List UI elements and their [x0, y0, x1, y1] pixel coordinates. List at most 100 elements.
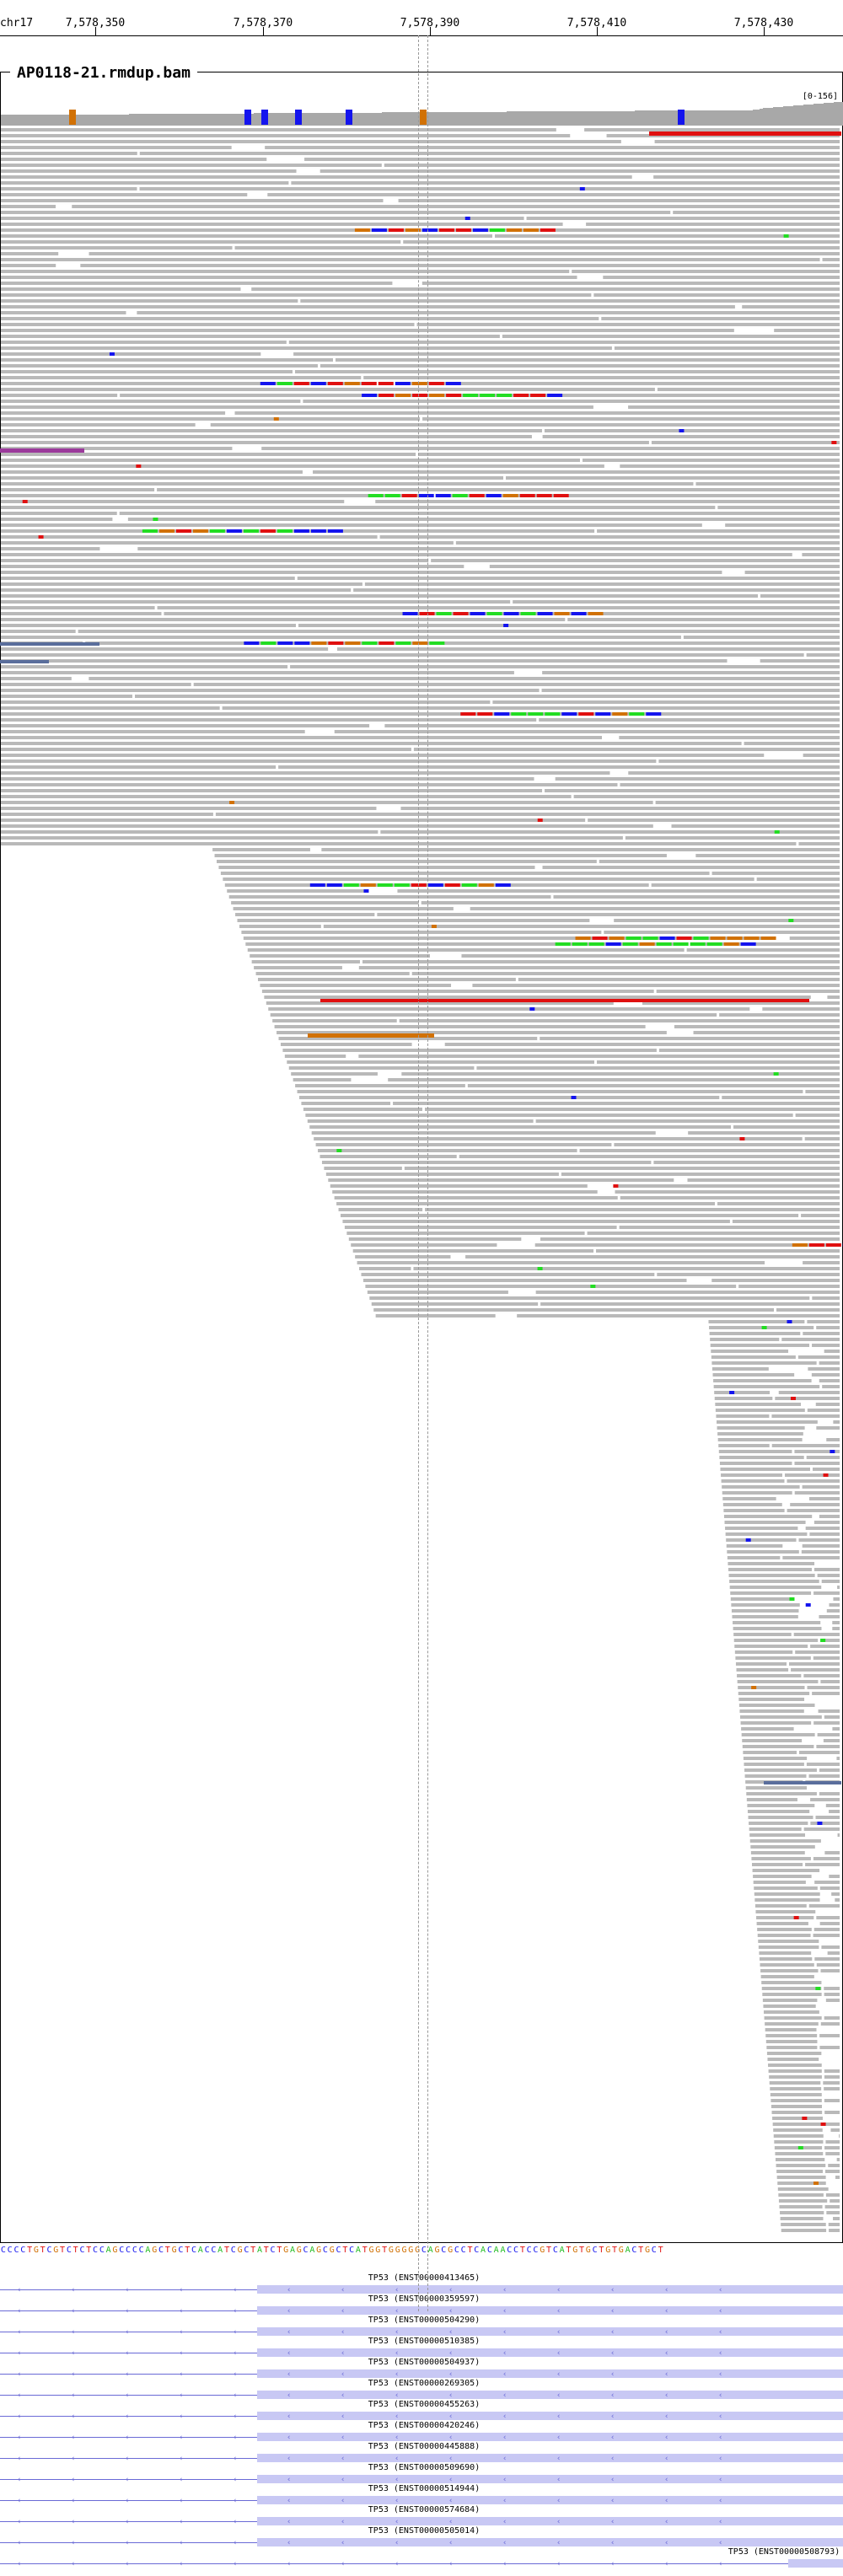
- read[interactable]: [716, 1409, 805, 1412]
- read[interactable]: [820, 1922, 840, 1925]
- soft-clip-segment[interactable]: [446, 394, 461, 397]
- read[interactable]: [328, 1178, 674, 1182]
- read[interactable]: [695, 482, 840, 486]
- coverage-bar[interactable]: [31, 115, 35, 126]
- read[interactable]: [818, 1574, 840, 1577]
- read[interactable]: [720, 1462, 792, 1465]
- coverage-bar[interactable]: [763, 108, 766, 126]
- read[interactable]: [596, 1249, 840, 1253]
- read[interactable]: [293, 352, 840, 356]
- read[interactable]: [735, 1650, 792, 1654]
- soft-clip-segment[interactable]: [311, 529, 326, 533]
- soft-clip-segment[interactable]: [728, 936, 743, 940]
- soft-clip-segment[interactable]: [576, 936, 591, 940]
- coverage-bar[interactable]: [561, 111, 564, 126]
- read[interactable]: [300, 299, 840, 303]
- coverage-bar[interactable]: [827, 103, 830, 126]
- coverage-bar[interactable]: [314, 113, 318, 126]
- read[interactable]: [346, 1232, 584, 1235]
- read[interactable]: [399, 199, 840, 202]
- read[interactable]: [298, 577, 840, 580]
- read[interactable]: [1, 783, 617, 786]
- read[interactable]: [1, 789, 542, 792]
- coverage-bar[interactable]: [813, 104, 817, 126]
- read[interactable]: [540, 1302, 840, 1306]
- coverage-bar[interactable]: [41, 115, 45, 126]
- read[interactable]: [215, 854, 667, 857]
- coverage-bar[interactable]: [362, 113, 365, 126]
- read[interactable]: [816, 1916, 840, 1919]
- read[interactable]: [749, 1816, 813, 1819]
- read[interactable]: [345, 1226, 617, 1229]
- read[interactable]: [723, 1503, 782, 1506]
- read[interactable]: [805, 1863, 840, 1866]
- read[interactable]: [755, 1910, 815, 1913]
- soft-clip-segment[interactable]: [589, 942, 604, 946]
- read[interactable]: [734, 1639, 818, 1642]
- read[interactable]: [813, 1591, 840, 1595]
- coverage-bar[interactable]: [439, 112, 443, 126]
- soft-clip-segment[interactable]: [345, 641, 360, 645]
- read[interactable]: [363, 376, 840, 379]
- coverage-bar[interactable]: [793, 105, 797, 126]
- soft-clip-segment[interactable]: [389, 228, 404, 232]
- read[interactable]: [1, 612, 161, 615]
- read[interactable]: [403, 240, 840, 244]
- mismatch[interactable]: [762, 1326, 767, 1329]
- read[interactable]: [252, 960, 360, 963]
- read[interactable]: [375, 500, 840, 503]
- read[interactable]: [748, 1810, 809, 1813]
- read[interactable]: [291, 181, 840, 185]
- read[interactable]: [717, 1432, 803, 1436]
- read[interactable]: [584, 128, 840, 131]
- read[interactable]: [722, 1497, 776, 1500]
- soft-clip-segment[interactable]: [530, 394, 545, 397]
- read[interactable]: [320, 1155, 457, 1158]
- read[interactable]: [212, 848, 310, 851]
- read[interactable]: [749, 1822, 808, 1825]
- coverage-bar[interactable]: [395, 112, 399, 126]
- read[interactable]: [770, 2081, 821, 2085]
- read[interactable]: [750, 1845, 814, 1849]
- read[interactable]: [812, 1373, 840, 1377]
- read[interactable]: [308, 1033, 434, 1038]
- soft-clip-segment[interactable]: [470, 494, 485, 497]
- soft-clip-segment[interactable]: [520, 494, 535, 497]
- read[interactable]: [653, 1161, 840, 1164]
- read[interactable]: [808, 1774, 840, 1778]
- read[interactable]: [764, 2010, 819, 2014]
- coverage-bar[interactable]: [473, 112, 476, 126]
- read[interactable]: [790, 936, 840, 940]
- read[interactable]: [658, 759, 840, 763]
- read[interactable]: [809, 1497, 840, 1500]
- read[interactable]: [755, 1904, 807, 1908]
- read[interactable]: [733, 1621, 820, 1624]
- coverage-bar[interactable]: [169, 114, 173, 126]
- coverage-mismatch-bar[interactable]: [678, 110, 685, 125]
- read[interactable]: [778, 2187, 829, 2191]
- read[interactable]: [791, 1668, 840, 1672]
- coverage-mismatch-bar[interactable]: [346, 110, 352, 125]
- soft-clip-segment[interactable]: [429, 394, 444, 397]
- read[interactable]: [729, 1580, 819, 1583]
- read[interactable]: [336, 1202, 715, 1205]
- coverage-bar[interactable]: [642, 110, 645, 126]
- coverage-bar[interactable]: [55, 115, 58, 126]
- coverage-bar[interactable]: [78, 115, 82, 126]
- read[interactable]: [752, 1863, 803, 1866]
- read[interactable]: [588, 818, 840, 822]
- coverage-bar[interactable]: [207, 114, 210, 126]
- coverage-bar[interactable]: [82, 115, 85, 126]
- read[interactable]: [787, 1509, 840, 1512]
- read[interactable]: [771, 2105, 822, 2108]
- read[interactable]: [807, 1763, 840, 1766]
- coverage-bar[interactable]: [4, 115, 8, 126]
- read[interactable]: [781, 1338, 840, 1341]
- read[interactable]: [628, 405, 840, 409]
- coverage-bar[interactable]: [476, 112, 480, 126]
- read[interactable]: [363, 1279, 687, 1282]
- coverage-bar[interactable]: [173, 114, 176, 126]
- coverage-bar[interactable]: [21, 115, 24, 126]
- mismatch[interactable]: [613, 1184, 618, 1188]
- read[interactable]: [85, 641, 840, 645]
